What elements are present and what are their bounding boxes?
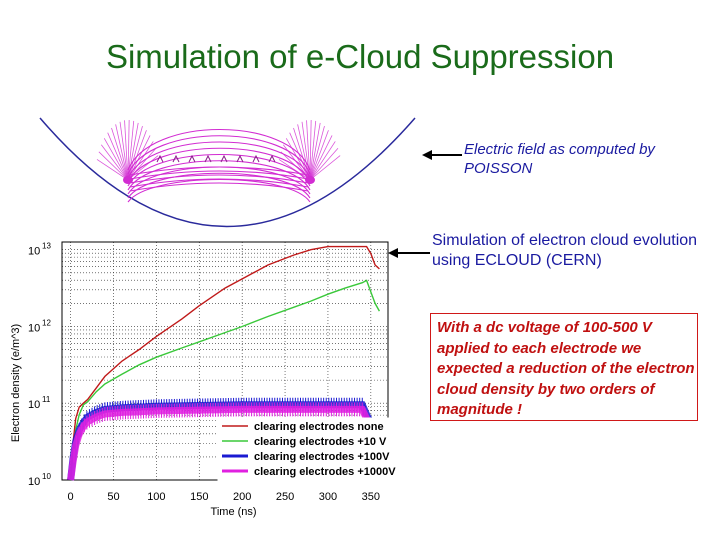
y-tick-label: 10 <box>28 476 40 488</box>
y-tick-exponent: 12 <box>42 318 51 327</box>
field-line <box>309 141 336 181</box>
field-note: Electric field as computed by POISSON <box>464 141 655 177</box>
field-line <box>129 170 309 180</box>
field-line <box>119 121 129 181</box>
field-line <box>111 127 129 181</box>
chamber-wall <box>39 117 416 228</box>
field-line <box>127 141 311 179</box>
arrow-left-icon <box>388 248 430 258</box>
x-tick-label: 350 <box>362 491 380 503</box>
field-arrow <box>268 154 276 163</box>
electrode <box>123 176 133 184</box>
field-line <box>309 155 341 181</box>
field-line <box>129 182 309 192</box>
series-line <box>67 405 380 481</box>
y-axis-label: Electron density (e/m^3) <box>10 324 22 442</box>
series-line <box>69 245 380 481</box>
y-tick-label: 10 <box>28 246 40 258</box>
x-tick-label: 200 <box>233 491 251 503</box>
field-line <box>306 120 311 181</box>
field-line <box>127 147 157 181</box>
field-arrow <box>204 154 212 163</box>
electrode <box>305 176 315 184</box>
field-diagram <box>39 117 416 228</box>
y-tick-exponent: 11 <box>42 395 51 404</box>
result-note: With a dc voltage of 100-500 V applied t… <box>430 313 698 421</box>
field-line <box>127 153 311 187</box>
field-line <box>129 174 309 184</box>
field-line <box>309 135 333 181</box>
field-line <box>115 124 129 181</box>
field-line <box>309 125 325 181</box>
y-tick-exponent: 13 <box>42 242 51 251</box>
field-line <box>309 147 339 181</box>
field-arrow <box>236 154 244 163</box>
field-line <box>127 172 311 199</box>
field-arrow <box>220 154 228 163</box>
field-arrow <box>156 154 164 163</box>
field-line <box>127 120 135 181</box>
legend-label: clearing electrodes +100V <box>254 451 390 463</box>
field-line <box>127 179 311 203</box>
field-line <box>289 132 311 181</box>
x-tick-label: 300 <box>319 491 337 503</box>
field-line <box>127 122 139 181</box>
legend-box <box>217 417 417 485</box>
x-tick-label: 50 <box>107 491 119 503</box>
field-line <box>127 125 143 181</box>
field-arrow <box>188 154 196 163</box>
x-tick-label: 150 <box>190 491 208 503</box>
field-line <box>100 144 129 181</box>
field-line <box>103 138 129 181</box>
field-line <box>129 166 309 176</box>
field-line <box>309 122 321 181</box>
field-line <box>96 159 129 181</box>
field-line <box>98 151 129 181</box>
field-line <box>127 155 159 181</box>
field-line <box>127 130 147 181</box>
field-line <box>280 151 311 181</box>
field-line <box>297 124 311 181</box>
field-line <box>301 121 311 181</box>
legend-label: clearing electrodes +10 V <box>254 436 387 448</box>
x-tick-label: 0 <box>68 491 74 503</box>
legend-label: clearing electrodes +1000V <box>254 466 396 478</box>
field-line <box>282 144 311 181</box>
field-line <box>309 120 312 181</box>
x-tick-label: 250 <box>276 491 294 503</box>
field-line <box>285 138 311 181</box>
y-tick-label: 10 <box>28 399 40 411</box>
legend-label: clearing electrodes none <box>254 421 384 433</box>
field-line <box>107 132 129 181</box>
field-line <box>293 127 311 181</box>
field-line <box>127 120 130 181</box>
x-axis-label: Time (ns) <box>211 506 257 518</box>
arrow-left-icon <box>422 150 462 160</box>
field-arrow <box>172 154 180 163</box>
field-line <box>309 120 317 181</box>
field-line <box>127 135 151 181</box>
field-line <box>278 159 311 181</box>
field-line <box>309 130 329 181</box>
series-line <box>69 279 381 481</box>
simulation-note: Simulation of electron cloud evolution u… <box>432 232 698 269</box>
field-line <box>127 141 154 181</box>
field-line <box>129 178 309 188</box>
y-tick-exponent: 10 <box>42 472 51 481</box>
slide-title: Simulation of e-Cloud Suppression <box>105 38 615 75</box>
field-line <box>124 120 129 181</box>
field-arrow <box>252 154 260 163</box>
x-tick-label: 100 <box>147 491 165 503</box>
y-tick-label: 10 <box>28 322 40 334</box>
